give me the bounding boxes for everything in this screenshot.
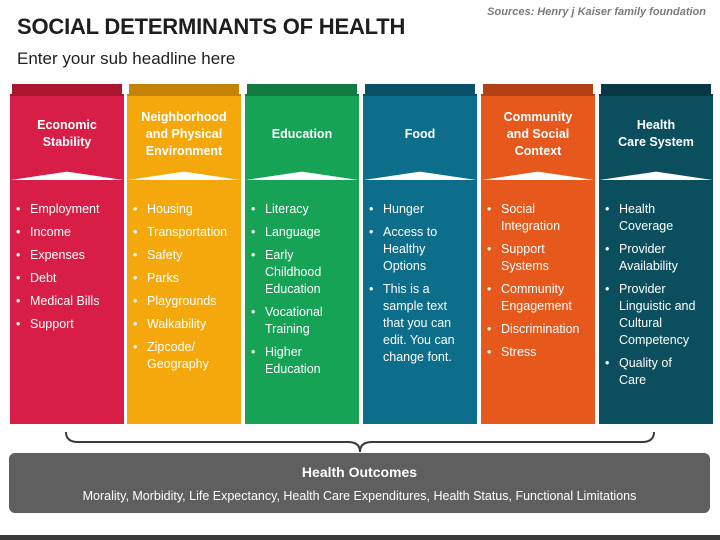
- bullet-item: This is a sample text that you can edit.…: [369, 281, 473, 366]
- bullet-item: Income: [16, 224, 120, 241]
- column-community-social: Community and Social Context Social Inte…: [481, 84, 595, 424]
- column-list: Literacy Language Early Childhood Educatio…: [245, 180, 359, 378]
- bullet-item: Quality of Care: [605, 355, 709, 389]
- column-heading: Community and Social Context: [503, 109, 573, 158]
- bullet-item: Provider Availability: [605, 241, 709, 275]
- bullet-item: Zipcode/ Geography: [133, 339, 237, 373]
- bullet-item: Medical Bills: [16, 293, 120, 310]
- source-note: Sources: Henry j Kaiser family foundatio…: [487, 6, 706, 18]
- bullet-item: Provider Linguistic and Cultural Compete…: [605, 281, 709, 349]
- column-education: Education Literacy Language Early Childhoo…: [245, 84, 359, 424]
- curly-brace-icon: [65, 431, 655, 453]
- column-body: Hunger Access to Healthy Options This is a…: [363, 180, 477, 424]
- bullet-item: Community Engagement: [487, 281, 591, 315]
- bullet-item: Support: [16, 316, 120, 333]
- health-outcomes-title: Health Outcomes: [301, 464, 418, 480]
- column-header: Health Care System: [599, 96, 713, 180]
- column-header: Community and Social Context: [481, 96, 595, 180]
- bullet-item: Stress: [487, 344, 591, 361]
- bullet-item: Access to Healthy Options: [369, 224, 473, 275]
- column-header: Neighborhood and Physical Environment: [127, 96, 241, 180]
- bullet-item: Vocational Training: [251, 304, 355, 338]
- column-heading: Education: [271, 126, 333, 141]
- column-list: Employment Income Expenses Debt Medical Bill…: [10, 180, 124, 333]
- column-food: Food Hunger Access to Healthy Options This…: [363, 84, 477, 424]
- column-list: Social Integration Support Systems Communi…: [481, 180, 595, 361]
- bullet-item: Employment: [16, 201, 120, 218]
- column-header: Food: [363, 96, 477, 180]
- column-body: Literacy Language Early Childhood Educatio…: [245, 180, 359, 424]
- bullet-item: Expenses: [16, 247, 120, 264]
- column-economic-stability: Economic Stability Employment Income Expen…: [10, 84, 124, 424]
- bullet-item: Social Integration: [487, 201, 591, 235]
- sub-headline: Enter your sub headline here: [17, 49, 236, 68]
- bullet-item: Support Systems: [487, 241, 591, 275]
- column-header: Economic Stability: [10, 96, 124, 180]
- bullet-item: Literacy: [251, 201, 355, 218]
- bullet-item: Playgrounds: [133, 293, 237, 310]
- column-heading: Economic Stability: [37, 118, 97, 149]
- bullet-item: Health Coverage: [605, 201, 709, 235]
- column-body: Housing Transportation Safety Parks Playgrou…: [127, 180, 241, 424]
- column-health-care-system: Health Care System Health Coverage Provid…: [599, 84, 713, 424]
- bullet-item: Debt: [16, 270, 120, 287]
- column-list: Housing Transportation Safety Parks Playgrou…: [127, 180, 241, 373]
- column-list: Health Coverage Provider Availability Prov…: [599, 180, 713, 389]
- page-title: SOCIAL DETERMINANTS OF HEALTH: [17, 14, 406, 39]
- health-outcomes-text: Morality, Morbidity, Life Expectancy, He…: [82, 489, 637, 503]
- bullet-item: Transportation: [133, 224, 237, 241]
- bullet-item: Discrimination: [487, 321, 591, 338]
- bullet-item: Higher Education: [251, 344, 355, 378]
- column-heading: Neighborhood and Physical Environment: [141, 109, 227, 158]
- column-body: Social Integration Support Systems Communi…: [481, 180, 595, 424]
- column-heading: Food: [404, 126, 436, 141]
- bullet-item: Early Childhood Education: [251, 247, 355, 298]
- column-neighborhood-environment: Neighborhood and Physical Environment Ho…: [127, 84, 241, 424]
- bottom-bar: [0, 535, 720, 540]
- bullet-item: Walkability: [133, 316, 237, 333]
- bullet-item: Parks: [133, 270, 237, 287]
- column-body: Employment Income Expenses Debt Medical Bill…: [10, 180, 124, 424]
- column-heading: Health Care System: [618, 118, 694, 149]
- column-list: Hunger Access to Healthy Options This is a…: [363, 180, 477, 366]
- column-header: Education: [245, 96, 359, 180]
- bullet-item: Housing: [133, 201, 237, 218]
- bullet-item: Hunger: [369, 201, 473, 218]
- bullet-item: Safety: [133, 247, 237, 264]
- health-outcomes-box: Health Outcomes Morality, Morbidity, Lif…: [9, 453, 710, 513]
- bullet-item: Language: [251, 224, 355, 241]
- column-body: Health Coverage Provider Availability Prov…: [599, 180, 713, 424]
